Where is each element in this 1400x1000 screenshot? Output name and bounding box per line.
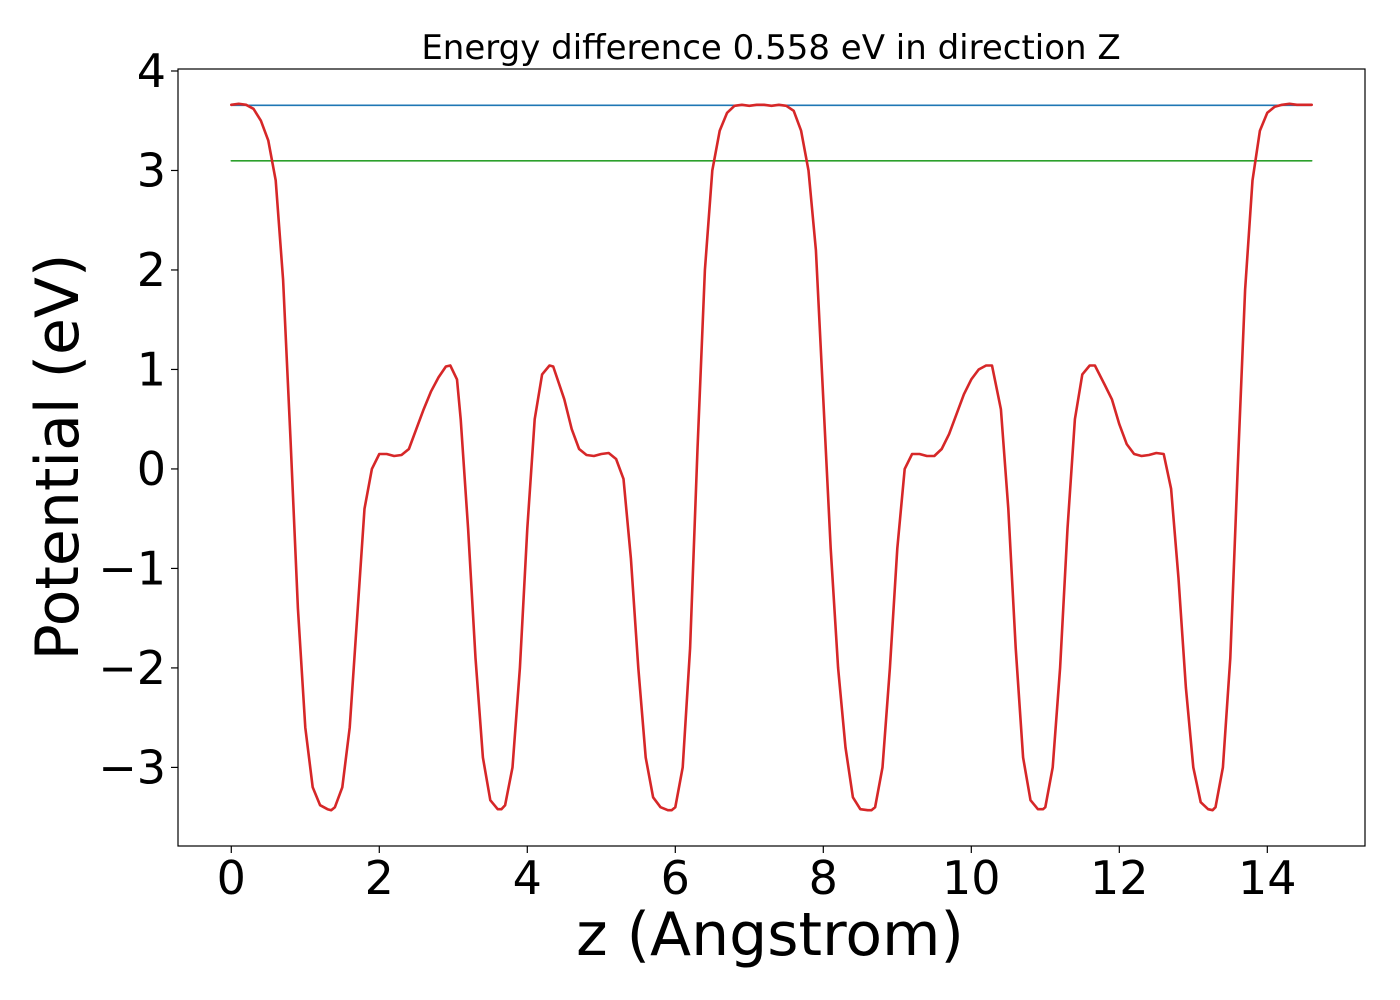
series-layer (230, 102, 1313, 812)
y-axis-label: Potential (eV) (23, 254, 93, 661)
y-tick-label: 0 (137, 442, 166, 496)
y-tick-label: 3 (137, 143, 166, 197)
x-tick-label: 10 (942, 851, 1001, 905)
y-tick-label: 2 (137, 243, 166, 297)
y-tick-label: −3 (98, 740, 166, 794)
plot-frame (177, 68, 1366, 847)
x-tick-label: 2 (365, 851, 394, 905)
x-axis: 0 2 4 6 8 10 12 14 (217, 846, 1297, 905)
y-axis: −3 −2 −1 0 1 2 3 4 (98, 44, 178, 794)
y-tick-label: 1 (137, 342, 166, 396)
chart-title: Energy difference 0.558 eV in direction … (421, 28, 1120, 68)
x-tick-label: 12 (1090, 851, 1149, 905)
x-tick-label: 14 (1238, 851, 1297, 905)
x-tick-label: 8 (809, 851, 838, 905)
y-tick-label: 4 (137, 44, 166, 98)
x-axis-label: z (Angstrom) (576, 900, 964, 970)
x-tick-label: 6 (661, 851, 690, 905)
y-tick-label: −2 (98, 641, 166, 695)
potential-curve (230, 102, 1313, 812)
x-tick-label: 0 (217, 851, 246, 905)
y-tick-label: −1 (98, 541, 166, 595)
x-tick-label: 4 (513, 851, 542, 905)
